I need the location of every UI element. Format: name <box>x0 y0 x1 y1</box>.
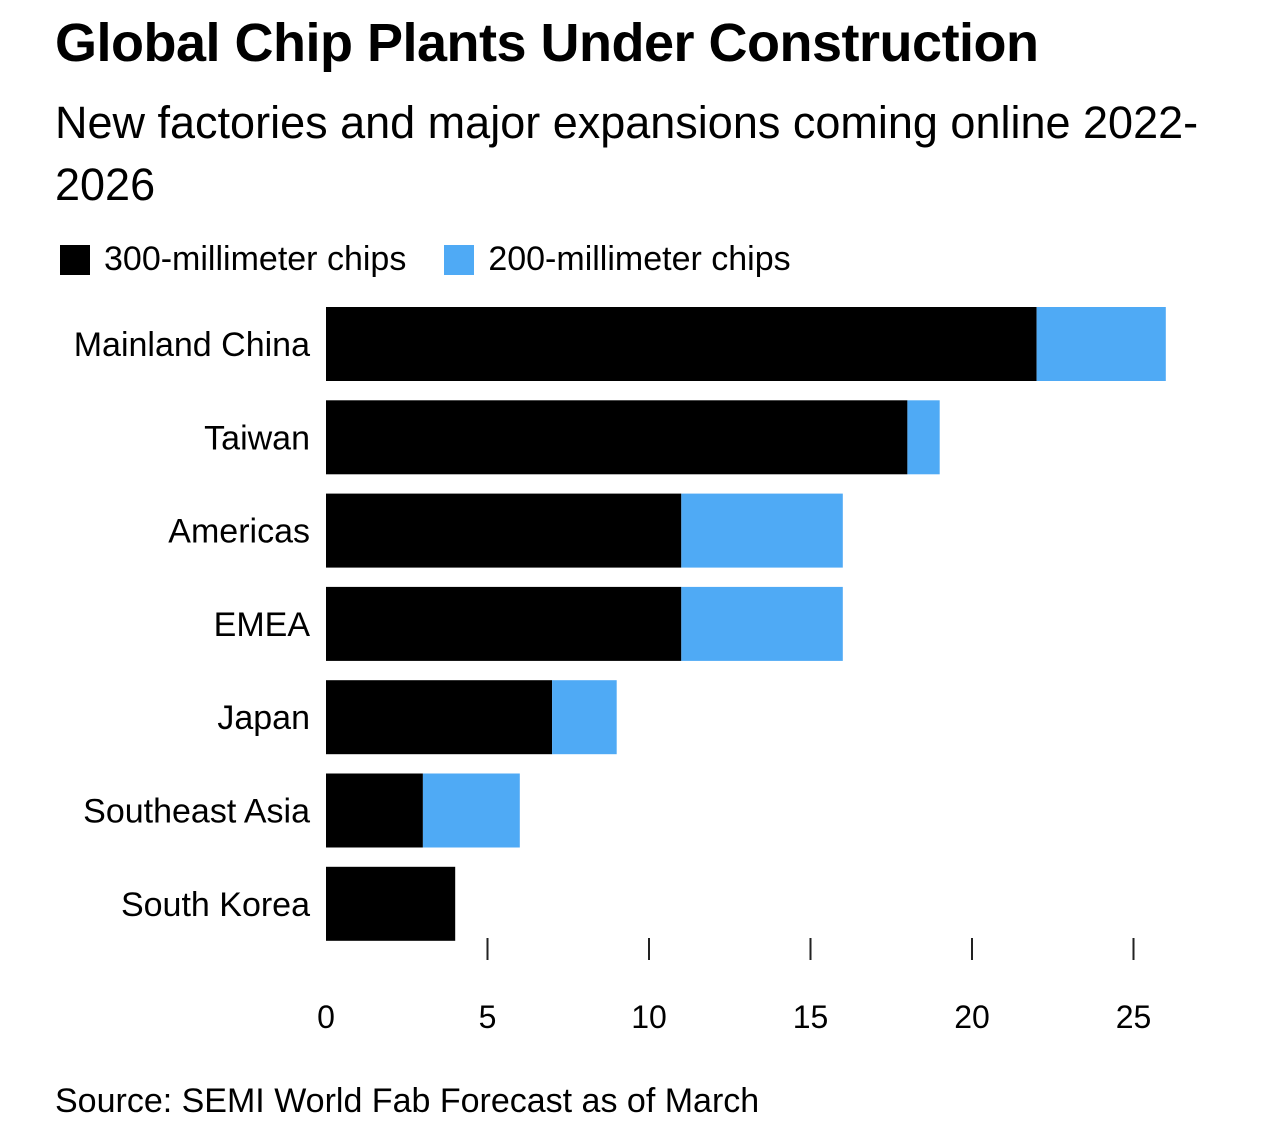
bar-300mm <box>326 493 682 568</box>
bar-200mm <box>681 493 843 568</box>
legend-item-300mm: 300-millimeter chips <box>60 240 406 279</box>
bar-300mm <box>326 307 1037 381</box>
category-label: Japan <box>217 699 310 737</box>
source-note: Source: SEMI World Fab Forecast as of Ma… <box>55 1082 760 1120</box>
category-label: Mainland China <box>74 326 310 364</box>
legend-item-200mm: 200-millimeter chips <box>444 240 791 279</box>
bar-300mm <box>326 586 682 661</box>
legend-label-200mm: 200-millimeter chips <box>488 240 791 278</box>
bar-300mm <box>326 866 456 941</box>
x-tick-label: 5 <box>479 999 497 1035</box>
x-tick-label: 20 <box>954 999 990 1035</box>
bar-300mm <box>326 773 423 848</box>
category-label: Taiwan <box>204 419 310 457</box>
x-tick-label: 10 <box>631 999 667 1035</box>
bar-300mm <box>326 680 553 755</box>
legend-label-300mm: 300-millimeter chips <box>104 240 407 278</box>
chart-subtitle: New factories and major expansions comin… <box>55 97 1199 210</box>
x-tick-label: 25 <box>1116 999 1152 1035</box>
bar-300mm <box>326 400 908 475</box>
bar-200mm <box>907 400 940 475</box>
chart-title: Global Chip Plants Under Construction <box>55 13 1039 73</box>
category-label: South Korea <box>121 886 310 924</box>
legend: 300-millimeter chips 200-millimeter chip… <box>60 240 829 279</box>
x-tick-label: 15 <box>793 999 829 1035</box>
bar-200mm <box>422 773 520 848</box>
category-label: Southeast Asia <box>83 793 310 831</box>
legend-swatch-200mm <box>444 244 475 275</box>
bar-200mm <box>681 586 843 661</box>
legend-swatch-300mm <box>60 244 90 275</box>
x-tick-label: 0 <box>317 999 335 1035</box>
category-label: EMEA <box>214 606 311 644</box>
category-label: Americas <box>168 513 310 551</box>
bar-200mm <box>1036 307 1166 381</box>
bar-200mm <box>552 680 617 755</box>
